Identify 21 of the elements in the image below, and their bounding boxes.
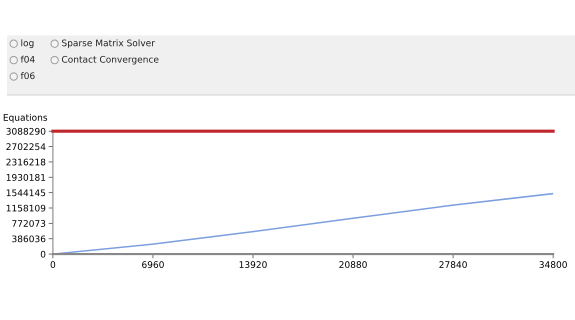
y-tick-label: 1544145 [6,189,46,196]
x-tick-label: 34800 [539,261,567,268]
y-tick-label: 2702254 [6,143,46,150]
y-tick-label: 772073 [12,220,46,227]
x-tick-label: 6960 [142,261,164,268]
y-tick-label: 2316218 [6,158,46,166]
x-tick-label: 13920 [240,261,267,268]
y-axis-title: Equations [4,114,48,123]
x-tick-label: 0 [50,261,56,268]
y-tick-label: 386036 [12,235,46,242]
y-tick-label: 1158109 [6,204,46,212]
text: f04 [20,56,35,63]
text: Contact Convergence [62,56,158,64]
y-tick-label: 3088290 [6,128,46,135]
x-tick-label: 20880 [339,261,367,268]
x-tick-label: 27840 [439,261,467,268]
text: Sparse Matrix Solver [62,39,155,48]
text: log [21,39,34,48]
text: f06 [20,72,35,80]
y-tick-label: 0 [40,250,46,258]
y-tick-label: 1930181 [6,174,46,181]
